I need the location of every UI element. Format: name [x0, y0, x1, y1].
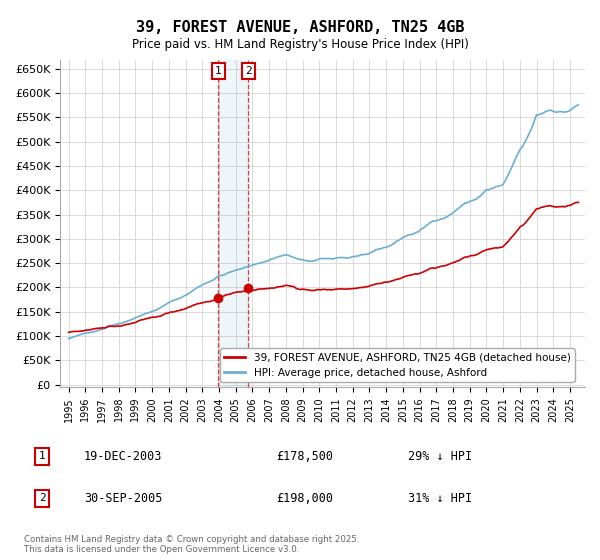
- Text: 19-DEC-2003: 19-DEC-2003: [84, 450, 163, 463]
- Text: 31% ↓ HPI: 31% ↓ HPI: [408, 492, 472, 505]
- Text: 39, FOREST AVENUE, ASHFORD, TN25 4GB: 39, FOREST AVENUE, ASHFORD, TN25 4GB: [136, 20, 464, 35]
- Text: £178,500: £178,500: [276, 450, 333, 463]
- Text: Contains HM Land Registry data © Crown copyright and database right 2025.
This d: Contains HM Land Registry data © Crown c…: [24, 535, 359, 554]
- Legend: 39, FOREST AVENUE, ASHFORD, TN25 4GB (detached house), HPI: Average price, detac: 39, FOREST AVENUE, ASHFORD, TN25 4GB (de…: [220, 348, 575, 382]
- Text: £198,000: £198,000: [276, 492, 333, 505]
- Text: 1: 1: [38, 451, 46, 461]
- Text: 2: 2: [38, 493, 46, 503]
- Text: 2: 2: [245, 66, 251, 76]
- Text: 1: 1: [215, 66, 221, 76]
- Bar: [218, 60, 248, 387]
- Text: Price paid vs. HM Land Registry's House Price Index (HPI): Price paid vs. HM Land Registry's House …: [131, 38, 469, 51]
- Text: 30-SEP-2005: 30-SEP-2005: [84, 492, 163, 505]
- Text: 29% ↓ HPI: 29% ↓ HPI: [408, 450, 472, 463]
